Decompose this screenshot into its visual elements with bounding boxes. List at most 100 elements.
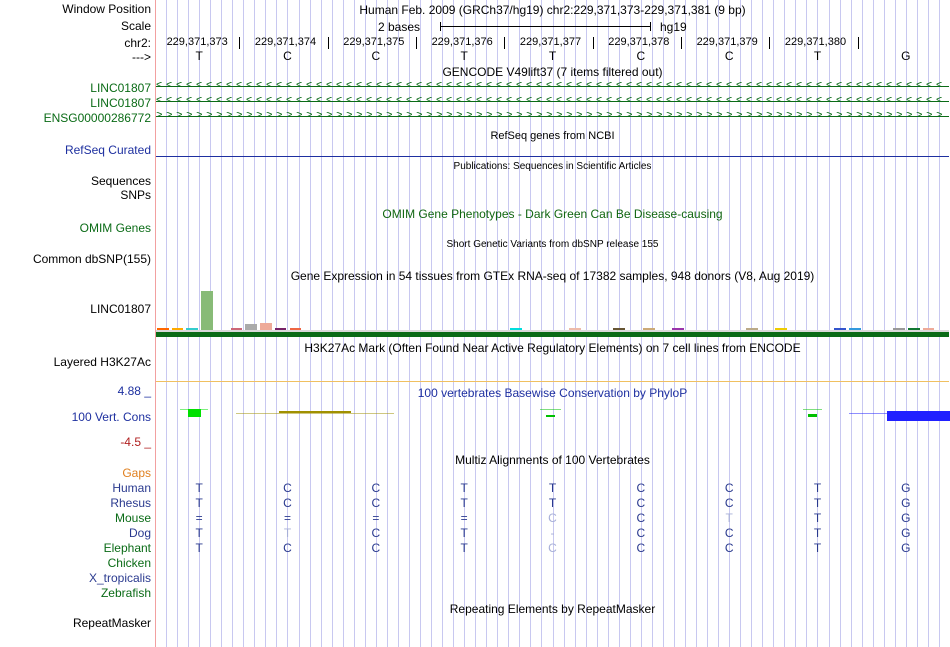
gtex-tissue-bar[interactable]: [775, 327, 788, 330]
label-sequences[interactable]: Sequences: [90, 174, 151, 188]
strand-arrow-icon: <: [756, 82, 763, 91]
gtex-tissue-bar[interactable]: [510, 328, 523, 330]
reference-base-t: T: [548, 49, 557, 63]
gtex-tissue-bar[interactable]: [569, 328, 581, 330]
label-common-dbsnp[interactable]: Common dbSNP(155): [32, 252, 151, 266]
multiz-track-title: Multiz Alignments of 100 Vertebrates: [455, 453, 650, 467]
strand-arrow-icon: <: [726, 82, 733, 91]
conservation-bar[interactable]: [279, 411, 351, 413]
label-species-rhesus[interactable]: Rhesus: [110, 496, 151, 510]
gtex-tissue-bar[interactable]: [186, 328, 199, 330]
conservation-bar[interactable]: [187, 408, 201, 417]
conservation-bar[interactable]: [887, 411, 950, 421]
gtex-tissue-bar[interactable]: [907, 327, 920, 330]
gtex-tissue-bar[interactable]: [260, 323, 272, 330]
gtex-tissue-bar[interactable]: [922, 328, 935, 330]
label-snps[interactable]: SNPs: [120, 188, 151, 202]
strand-arrow-icon: <: [646, 82, 653, 91]
label-species-x-tropicalis[interactable]: X_tropicalis: [88, 571, 151, 585]
strand-arrow-icon: >: [506, 112, 513, 121]
gtex-tissue-bar[interactable]: [230, 327, 243, 330]
gtex-tissue-bar[interactable]: [613, 328, 626, 330]
strand-arrow-icon: <: [366, 97, 373, 106]
strand-arrow-icon: <: [916, 82, 923, 91]
strand-arrow-icon: <: [926, 82, 933, 91]
conservation-whisker: [180, 409, 209, 410]
label-species-dog[interactable]: Dog: [128, 526, 151, 540]
strand-arrow-icon: >: [646, 112, 653, 121]
ruler-tick-label: 229,371,379: [696, 36, 758, 48]
alignment-base-mouse: =: [195, 511, 203, 525]
label-gencode-row-1[interactable]: LINC01807: [90, 96, 151, 110]
label-cons-max: 4.88 _: [117, 384, 151, 398]
gtex-tissue-bar[interactable]: [893, 328, 905, 330]
label-gencode-row-0[interactable]: LINC01807: [90, 81, 151, 95]
label-gencode-row-2[interactable]: ENSG00000286772: [43, 111, 151, 125]
label-100-vert-cons[interactable]: 100 Vert. Cons: [71, 410, 151, 424]
strand-arrow-icon: <: [346, 97, 353, 106]
strand-arrow-icon: >: [836, 112, 843, 121]
gtex-tissue-bar[interactable]: [289, 328, 302, 330]
strand-arrow-icon: >: [396, 112, 403, 121]
label-gtex-gene[interactable]: LINC01807: [90, 302, 151, 316]
label-gaps[interactable]: Gaps: [122, 466, 151, 480]
strand-arrow-icon: >: [576, 112, 583, 121]
strand-arrow-icon: >: [596, 112, 603, 121]
gtex-tissue-bar[interactable]: [848, 328, 861, 330]
label-repeatmasker[interactable]: RepeatMasker: [72, 616, 151, 630]
strand-arrow-icon: <: [656, 82, 663, 91]
ruler-tick-label: 229,371,380: [784, 36, 847, 48]
gencode-transcript-row[interactable]: < < < < < < < < < < < < < < < < < < < < < < < < < < < < < < < < < < < < < < < <…: [156, 82, 949, 91]
scale-cap-left: [440, 22, 441, 31]
gtex-tissue-bar[interactable]: [274, 328, 287, 330]
gtex-tissue-bar[interactable]: [157, 328, 169, 330]
label-species-mouse[interactable]: Mouse: [114, 511, 151, 525]
gtex-tissue-bar[interactable]: [672, 328, 684, 330]
gtex-tissue-bar[interactable]: [834, 328, 846, 330]
alignment-base-rhesus: T: [813, 496, 822, 510]
gtex-tissue-bar[interactable]: [171, 328, 184, 330]
strand-arrow-icon: <: [646, 97, 653, 106]
label-layered-h3k27ac[interactable]: Layered H3K27Ac: [53, 355, 151, 369]
strand-arrow-icon: <: [896, 82, 903, 91]
strand-arrow-icon: <: [446, 97, 453, 106]
gtex-tissue-bar[interactable]: [245, 324, 258, 330]
alignment-base-rhesus: T: [195, 496, 203, 510]
strand-arrow-icon: >: [626, 112, 633, 121]
strand-arrow-icon: >: [286, 112, 293, 121]
strand-arrow-icon: <: [226, 82, 233, 91]
strand-arrow-icon: <: [256, 97, 263, 106]
strand-arrow-icon: >: [716, 112, 723, 121]
gencode-transcript-row[interactable]: > > > > > > > > > > > > > > > > > > > > > > > > > > > > > > > > > > > > > > > >…: [156, 112, 949, 121]
alignment-base-elephant: C: [371, 541, 381, 555]
gtex-tissue-bar[interactable]: [201, 290, 213, 330]
label-species-zebrafish[interactable]: Zebrafish: [100, 586, 151, 600]
alignment-base-dog: T: [195, 526, 203, 540]
reference-base-t: T: [813, 49, 822, 63]
strand-arrow-icon: <: [896, 97, 903, 106]
refseq-curated-line[interactable]: [156, 156, 949, 157]
strand-arrow-icon: >: [346, 112, 353, 121]
strand-arrow-icon: <: [876, 82, 883, 91]
conservation-bar[interactable]: [545, 415, 556, 417]
gtex-tissue-bar[interactable]: [745, 328, 758, 330]
gencode-transcript-row[interactable]: < < < < < < < < < < < < < < < < < < < < < < < < < < < < < < < < < < < < < < < <…: [156, 97, 949, 106]
strand-arrow-icon: <: [566, 82, 573, 91]
alignment-base-elephant: T: [460, 541, 468, 555]
conservation-track-title: 100 vertebrates Basewise Conservation by…: [417, 386, 688, 400]
strand-arrow-icon: <: [196, 82, 203, 91]
strand-arrow-icon: <: [226, 97, 233, 106]
conservation-bar[interactable]: [807, 414, 817, 417]
label-species-chicken[interactable]: Chicken: [107, 556, 151, 570]
strand-arrow-icon: >: [186, 112, 193, 121]
conservation-plot[interactable]: [156, 381, 950, 443]
gtex-tissue-bar[interactable]: [642, 328, 655, 330]
label-species-elephant[interactable]: Elephant: [103, 541, 151, 555]
label-refseq-curated[interactable]: RefSeq Curated: [64, 143, 151, 157]
gtex-expression-barchart[interactable]: [156, 283, 949, 337]
strand-arrow-icon: <: [386, 97, 393, 106]
strand-arrow-icon: <: [686, 82, 693, 91]
label-species-human[interactable]: Human: [112, 481, 151, 495]
label-omim-genes[interactable]: OMIM Genes: [79, 221, 151, 235]
